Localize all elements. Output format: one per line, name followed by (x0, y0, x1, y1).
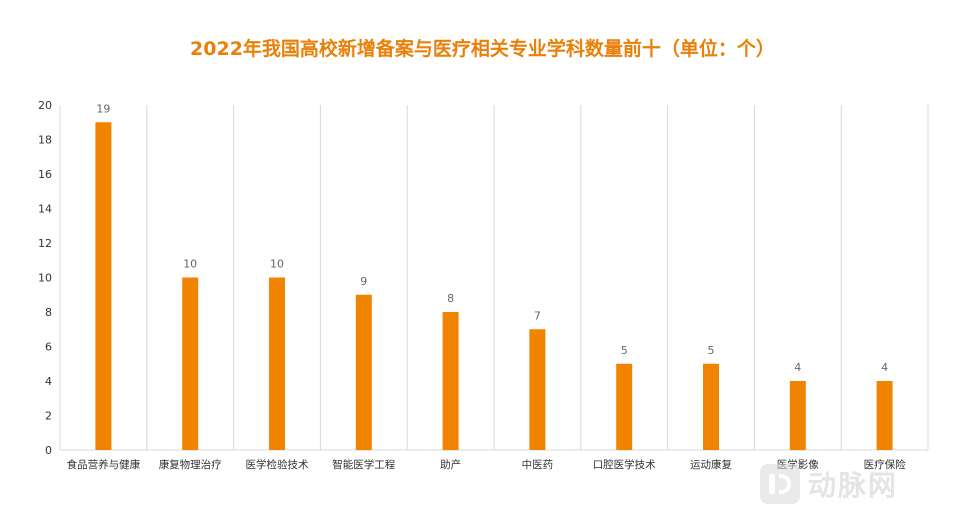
watermark-logo-icon (760, 464, 800, 504)
watermark-text: 动脉网 (808, 469, 899, 502)
bar (269, 277, 285, 450)
y-tick-label: 0 (45, 444, 52, 457)
data-label: 8 (447, 292, 454, 305)
bar (182, 277, 199, 450)
bar (616, 363, 633, 450)
x-tick-label: 中医药 (522, 458, 554, 471)
data-label: 7 (534, 309, 541, 322)
data-label: 4 (881, 361, 888, 374)
bar (529, 329, 546, 450)
data-label: 10 (183, 258, 197, 271)
y-tick-label: 2 (45, 410, 52, 423)
y-tick-label: 18 (38, 134, 52, 147)
data-label: 4 (794, 361, 801, 374)
x-tick-label: 食品营养与健康 (67, 458, 141, 471)
bar (355, 294, 372, 450)
data-label: 5 (621, 344, 628, 357)
data-label: 5 (708, 344, 715, 357)
bar (876, 381, 893, 450)
x-tick-label: 医学检验技术 (246, 458, 309, 471)
data-label: 9 (360, 275, 367, 288)
bar (442, 312, 459, 450)
watermark: 动脉网 (760, 462, 960, 506)
bar (703, 363, 719, 450)
chart-title: 2022年我国高校新增备案与医疗相关专业学科数量前十（单位：个） (190, 38, 775, 60)
x-tick-label: 口腔医学技术 (593, 458, 656, 471)
y-tick-label: 6 (45, 341, 52, 354)
y-tick-label: 10 (38, 272, 52, 285)
y-tick-label: 4 (45, 375, 52, 388)
y-tick-label: 16 (38, 168, 52, 181)
x-tick-label: 医疗保险 (864, 458, 906, 471)
x-tick-label: 助产 (440, 458, 461, 471)
data-label: 19 (96, 102, 110, 115)
x-tick-label: 运动康复 (690, 458, 732, 471)
data-label: 10 (270, 258, 284, 271)
x-tick-label: 智能医学工程 (332, 458, 395, 471)
y-tick-label: 20 (38, 99, 52, 112)
y-tick-label: 12 (38, 237, 52, 250)
bar (789, 381, 806, 450)
bar (95, 122, 112, 450)
y-tick-label: 14 (38, 203, 52, 216)
x-tick-label: 康复物理治疗 (159, 458, 222, 471)
y-tick-label: 8 (45, 306, 52, 319)
